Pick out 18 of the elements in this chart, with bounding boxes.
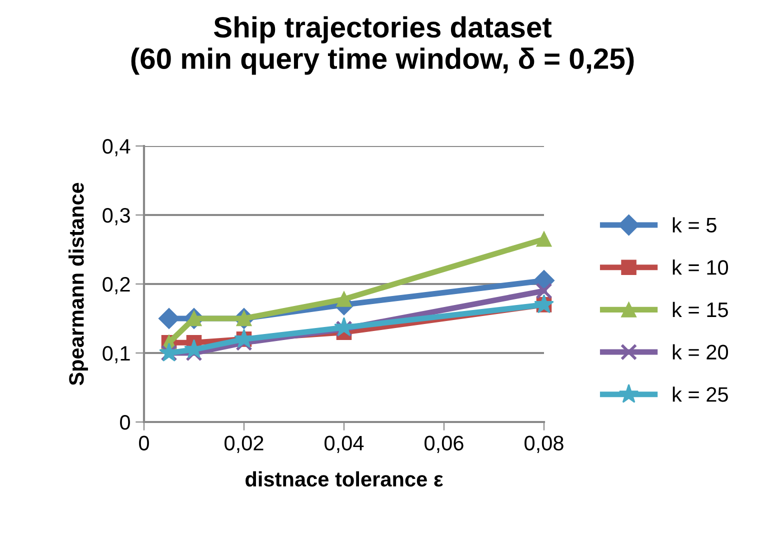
y-tick-label: 0,1 — [102, 346, 130, 364]
legend-label: k = 10 — [672, 260, 728, 275]
y-tick-label: 0,3 — [102, 208, 130, 226]
legend-label: k = 25 — [672, 386, 728, 402]
y-tick-label: 0,4 — [102, 139, 130, 156]
x-tick-label: 0,04 — [324, 436, 364, 453]
x-tick-label: 0,02 — [224, 436, 264, 453]
y-tick-label: 0,2 — [102, 277, 130, 294]
x-axis-title: distnace tolerance ε — [246, 471, 443, 487]
chart-title: Ship trajectories dataset (60 min query time window, δ = 0,25) — [131, 16, 634, 75]
x-tick-label: 0 — [139, 436, 149, 450]
x-tick-label: 0,08 — [524, 436, 564, 453]
y-axis-title: Spearmann distance — [68, 182, 88, 386]
x-tick-label: 0,06 — [424, 436, 464, 453]
y-tick-label: 0 — [120, 415, 130, 430]
legend-label: k = 15 — [672, 302, 728, 318]
legend-label: k = 5 — [672, 217, 716, 233]
legend-label: k = 20 — [672, 344, 728, 360]
